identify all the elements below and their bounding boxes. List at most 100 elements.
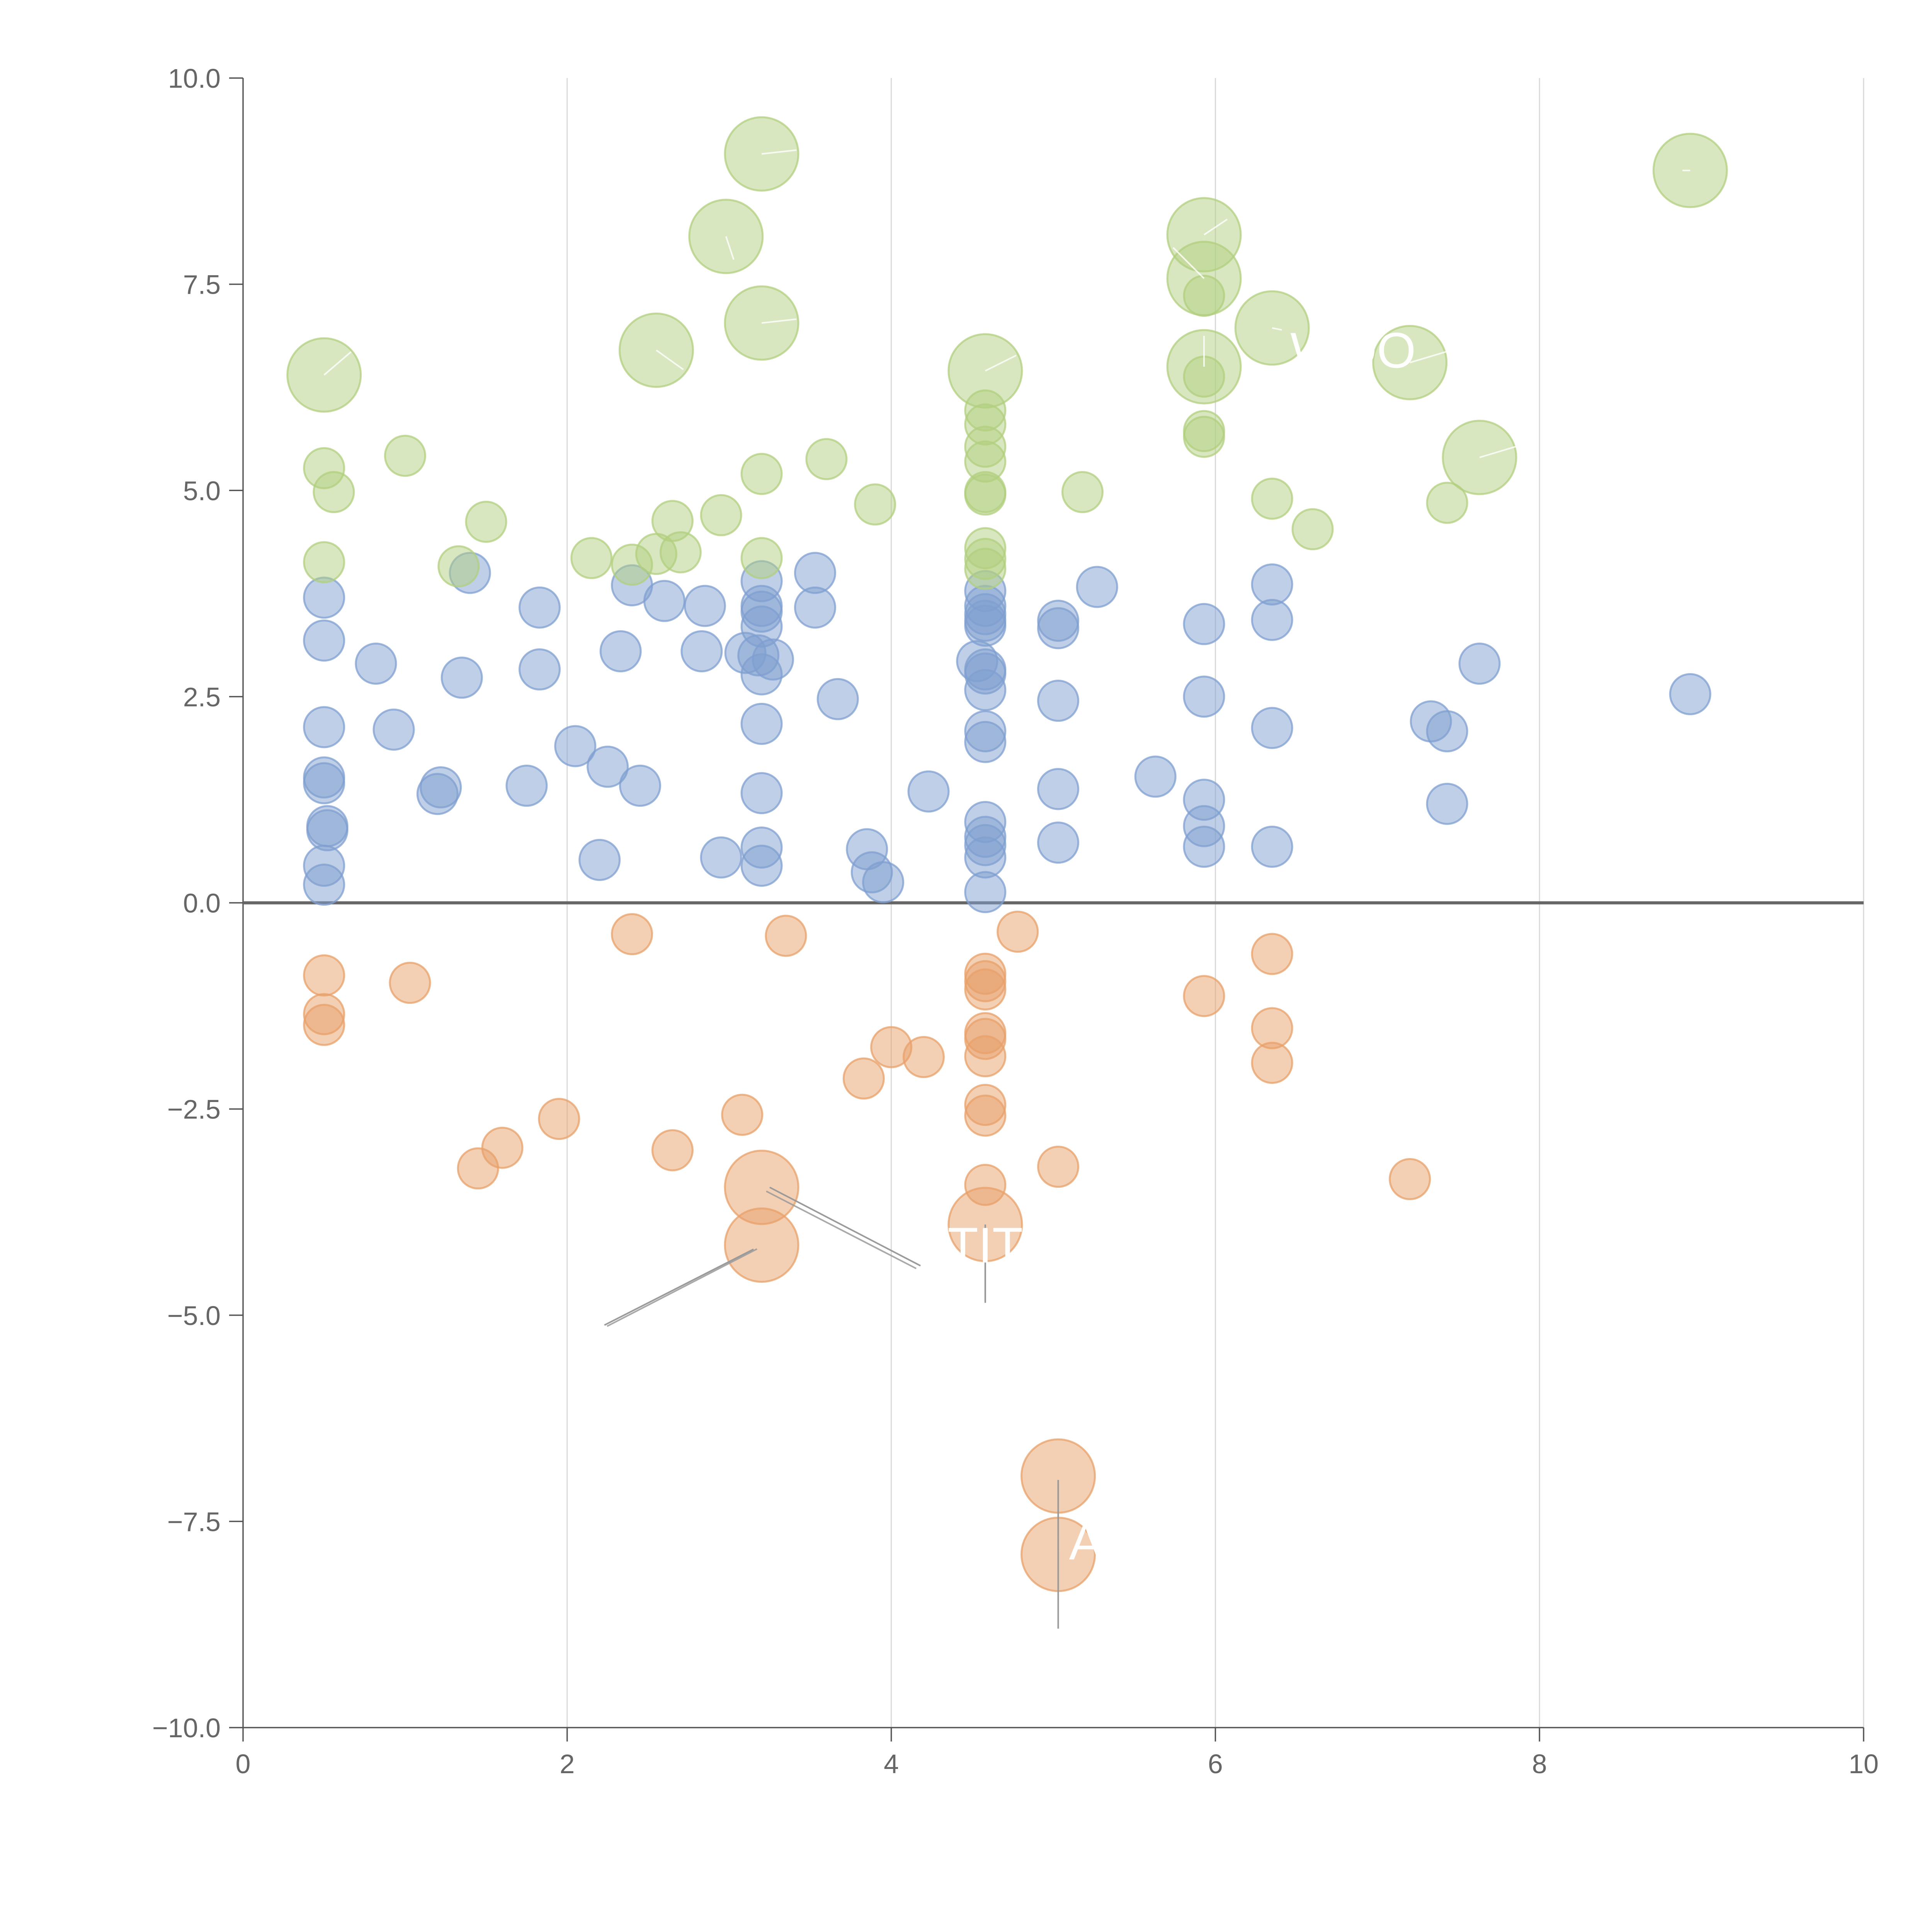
bubble-low [440, 656, 483, 699]
bubble-low [303, 706, 345, 748]
bubble-low [1426, 710, 1468, 753]
bubble-negative [902, 1036, 945, 1078]
bubble-negative [1251, 933, 1293, 975]
bubble-low [643, 580, 685, 622]
label-leader-line [769, 1187, 921, 1267]
bubble-negative [842, 1057, 885, 1100]
bubble-negative [303, 954, 345, 997]
label-leader-line [725, 236, 735, 260]
bubble-low [1669, 673, 1711, 715]
bubble-low [554, 725, 597, 767]
bubble-high [964, 527, 1007, 570]
point-labels: WOO TIT A [947, 322, 1416, 1570]
label-leader-line [323, 351, 352, 376]
label-leader-lines [323, 149, 1690, 1629]
y-tick-label: −7.5 [167, 1507, 221, 1537]
bubble-low [1037, 680, 1080, 722]
bubble-low [1076, 566, 1118, 608]
bubble-high [303, 541, 345, 583]
bubble-high [465, 500, 507, 543]
bubble-low [306, 805, 349, 847]
y-tick-label: 7.5 [183, 270, 221, 300]
bubble-high [700, 494, 742, 536]
x-tick-label: 2 [560, 1749, 575, 1779]
bubble-high [659, 531, 702, 573]
x-tick-label: 8 [1532, 1749, 1547, 1779]
bubble-negative [997, 910, 1039, 953]
label-leader-line [604, 1248, 754, 1326]
bubble-low [519, 586, 561, 629]
bubble-negative [1251, 1042, 1293, 1084]
bubble-low [700, 836, 742, 879]
bubble-low [1458, 642, 1501, 685]
bubble-low [684, 585, 726, 627]
bubble-negative [964, 1094, 1007, 1137]
bubble-low [599, 630, 642, 672]
bubble-negative [651, 1129, 694, 1172]
bubble-high [384, 435, 426, 477]
bubble-low [303, 619, 345, 662]
bubble-high [947, 333, 1023, 409]
bubble-low [964, 710, 1007, 753]
bubble-low [1251, 599, 1293, 641]
bubble-negative [964, 1035, 1007, 1078]
bubble-low [964, 801, 1007, 843]
bubble-low [619, 764, 662, 807]
y-tick-label: 5.0 [183, 476, 221, 506]
bubble-high [854, 483, 896, 526]
point-label: WOO [1290, 322, 1416, 378]
bubble-high [1291, 508, 1334, 551]
point-label: A [1069, 1514, 1103, 1570]
label-leader-line [1272, 327, 1282, 331]
bubble-low [1251, 707, 1293, 749]
bubble-low [862, 861, 905, 903]
bubble-negative [724, 1207, 799, 1283]
bubble-low [1251, 563, 1293, 606]
y-tick-label: −5.0 [167, 1301, 221, 1331]
bubble-low [794, 552, 836, 594]
label-leader-line [1479, 445, 1519, 458]
bubble-low [740, 826, 783, 869]
bubble-low [1183, 675, 1225, 718]
bubble-low [355, 642, 397, 685]
bubble-low [587, 745, 629, 788]
point-label: TIT [947, 1217, 1023, 1273]
bubble-low [1037, 600, 1080, 642]
bubble-negative [721, 1094, 764, 1136]
x-tick-label: 0 [236, 1749, 251, 1779]
bubble-high [740, 537, 783, 579]
label-leader-line [607, 1248, 757, 1327]
bubble-high [570, 537, 613, 579]
bubble-low [578, 839, 621, 881]
y-tick-label: 0.0 [183, 888, 221, 918]
bubble-low [1183, 779, 1225, 821]
bubble-low [1037, 821, 1080, 864]
label-leader-line [656, 349, 684, 371]
label-leader-line [1203, 218, 1228, 236]
bubble-low [1037, 768, 1080, 810]
bubble-low [372, 708, 415, 751]
bubble-high [1183, 410, 1225, 452]
bubble-low [1426, 782, 1468, 825]
bubble-negative [481, 1126, 524, 1169]
y-tick-label: 10.0 [168, 63, 221, 94]
bubble-low [816, 678, 859, 720]
data-bubbles [286, 116, 1728, 1592]
axes: 10.0 7.5 5.0 2.5 0.0 −2.5 −5.0 −7.5 −10.0 0 2 4 6 8 10 [152, 63, 1879, 1779]
x-tick-label: 6 [1208, 1749, 1223, 1779]
label-leader-line [761, 318, 797, 324]
bubble-low [1183, 603, 1225, 645]
bubble-high [1061, 471, 1104, 514]
bubble-negative [303, 1003, 345, 1046]
bubble-negative [1389, 1158, 1431, 1201]
bubble-high [437, 545, 480, 588]
bubble-low [752, 638, 794, 681]
bubble-low [740, 772, 783, 815]
bubble-high [805, 438, 848, 480]
label-leader-line [1172, 247, 1205, 279]
label-leader-line [766, 1190, 917, 1269]
bubble-low [1134, 755, 1177, 798]
bubble-low [505, 764, 548, 807]
bubble-negative [964, 968, 1007, 1011]
